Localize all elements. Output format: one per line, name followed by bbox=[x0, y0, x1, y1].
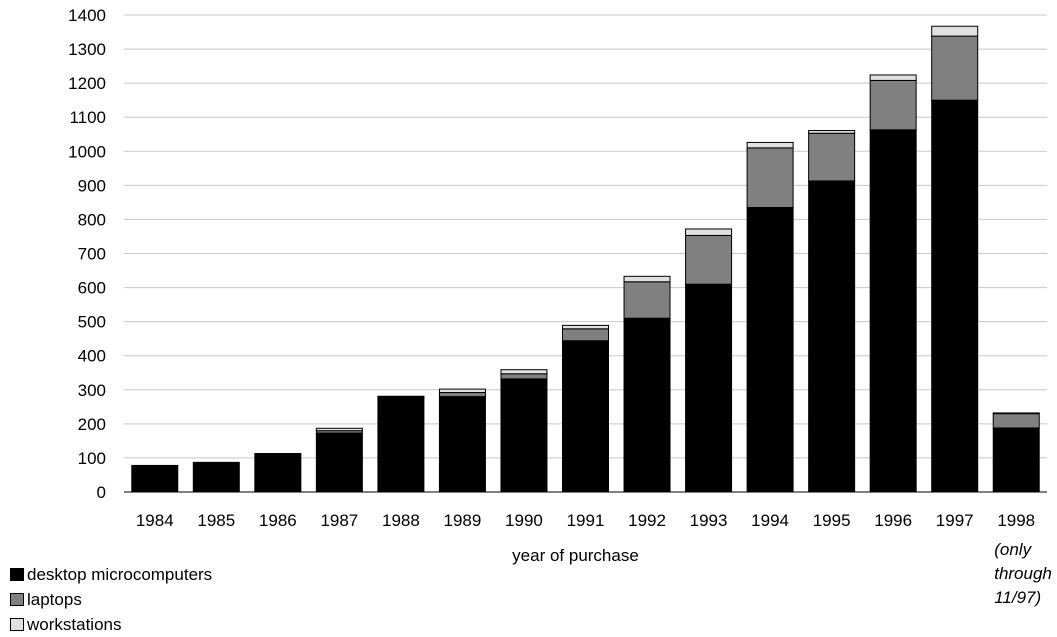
bar-segment-1993-laptops bbox=[685, 234, 733, 285]
x-tick-label: 1995 bbox=[813, 511, 851, 530]
x-tick-label: 1988 bbox=[382, 511, 420, 530]
legend-label-laptops: laptops bbox=[27, 590, 82, 609]
bar-segment-1998-workstations bbox=[992, 412, 1040, 415]
bar-segment-1996-workstations bbox=[869, 74, 917, 81]
bar-segment-1987-workstations bbox=[315, 427, 363, 432]
bar-segment-1989-workstations bbox=[438, 388, 486, 394]
bar-segment-1992-desktop bbox=[623, 317, 671, 493]
bar-segment-1991-workstations bbox=[562, 324, 609, 330]
bar-segment-1997-desktop bbox=[931, 99, 979, 493]
y-tick-label: 800 bbox=[78, 210, 106, 229]
x-tick-labels: 1984 1985 1986 1987 1988 1989 1990 1991 1992 1993… bbox=[136, 511, 1035, 530]
bar-segment-1995-workstations bbox=[808, 130, 856, 134]
bar-segment-1986-desktop bbox=[254, 452, 302, 493]
bar-segment-1997-workstations bbox=[931, 25, 979, 37]
x-tick-label: 1989 bbox=[444, 511, 482, 530]
bar-segment-1984-desktop bbox=[131, 464, 179, 493]
bar-segment-1991-laptops bbox=[562, 328, 609, 342]
x-tick-label: 1990 bbox=[505, 511, 543, 530]
legend: desktop microcomputers laptops workstati… bbox=[10, 562, 212, 637]
bar-segment-1987-desktop bbox=[315, 432, 363, 493]
y-tick-label: 1300 bbox=[68, 40, 106, 59]
bar-segment-1998-desktop bbox=[992, 427, 1040, 493]
bar-segment-1990-laptops bbox=[500, 373, 548, 380]
bar-segment-1989-desktop bbox=[438, 396, 486, 493]
x-tick-label: 1984 bbox=[136, 511, 174, 530]
y-tick-label: 100 bbox=[78, 449, 106, 468]
bar-segment-1992-laptops bbox=[623, 281, 671, 319]
bar-segment-1993-desktop bbox=[685, 283, 733, 493]
y-tick-label: 900 bbox=[78, 176, 106, 195]
x-axis-title: year of purchase bbox=[512, 546, 639, 565]
legend-swatch-laptops bbox=[10, 593, 24, 606]
category-note: (only through 11/97) bbox=[994, 540, 1052, 607]
y-tick-label: 0 bbox=[97, 483, 106, 502]
y-tick-label: 300 bbox=[78, 381, 106, 400]
y-tick-label: 1100 bbox=[69, 108, 106, 127]
x-tick-label: 1994 bbox=[751, 511, 789, 530]
legend-label-workstations: workstations bbox=[27, 615, 122, 634]
legend-label-desktop: desktop microcomputers bbox=[27, 565, 213, 584]
legend-item-laptops: laptops bbox=[10, 587, 212, 612]
legend-item-desktop: desktop microcomputers bbox=[10, 562, 212, 587]
x-tick-label: 1996 bbox=[874, 511, 912, 530]
bar-segment-1990-desktop bbox=[500, 378, 548, 493]
bar-segment-1985-desktop bbox=[192, 461, 240, 493]
bar-segment-1994-workstations bbox=[746, 141, 794, 149]
legend-item-workstations: workstations bbox=[10, 612, 212, 637]
bar-segment-1994-laptops bbox=[746, 147, 794, 209]
bar-segment-1989-laptops bbox=[438, 392, 486, 398]
x-tick-label: 1991 bbox=[567, 511, 605, 530]
bar-segment-1993-workstations bbox=[685, 228, 733, 236]
y-tick-label: 1200 bbox=[68, 74, 106, 93]
bar-segment-1995-laptops bbox=[808, 132, 856, 182]
bar-segment-1996-desktop bbox=[869, 129, 917, 493]
bar-segment-1994-desktop bbox=[746, 207, 794, 493]
y-tick-label: 200 bbox=[78, 415, 106, 434]
x-tick-label: 1998 bbox=[997, 511, 1035, 530]
bar-segment-1997-laptops bbox=[931, 35, 979, 101]
bar-segment-1991-desktop bbox=[562, 340, 609, 493]
y-tick-label: 600 bbox=[78, 279, 106, 298]
x-tick-label: 1985 bbox=[197, 511, 235, 530]
y-tick-label: 500 bbox=[78, 313, 106, 332]
y-tick-label: 700 bbox=[78, 245, 106, 264]
y-tick-label: 1400 bbox=[68, 6, 106, 25]
bar-segment-1990-workstations bbox=[500, 369, 548, 375]
bar-segment-1995-desktop bbox=[808, 180, 856, 493]
x-tick-label: 1993 bbox=[690, 511, 728, 530]
bar-segment-1998-laptops bbox=[992, 413, 1040, 429]
x-tick-label: 1992 bbox=[628, 511, 666, 530]
x-tick-label: 1997 bbox=[936, 511, 974, 530]
bar-segment-1992-workstations bbox=[623, 275, 671, 283]
x-tick-label: 1987 bbox=[320, 511, 358, 530]
y-tick-label: 1000 bbox=[68, 142, 106, 161]
bar-segment-1988-desktop bbox=[377, 396, 425, 493]
gridlines bbox=[124, 14, 1047, 459]
x-tick-label: 1986 bbox=[259, 511, 297, 530]
y-tick-labels: 0 100 200 300 400 500 600 700 800 900 1000 1100 1200… bbox=[68, 6, 106, 502]
bar-segment-1996-laptops bbox=[869, 79, 917, 131]
legend-swatch-workstations bbox=[10, 618, 24, 631]
legend-swatch-desktop bbox=[10, 568, 24, 581]
bars bbox=[131, 25, 1040, 493]
y-tick-label: 400 bbox=[78, 347, 106, 366]
